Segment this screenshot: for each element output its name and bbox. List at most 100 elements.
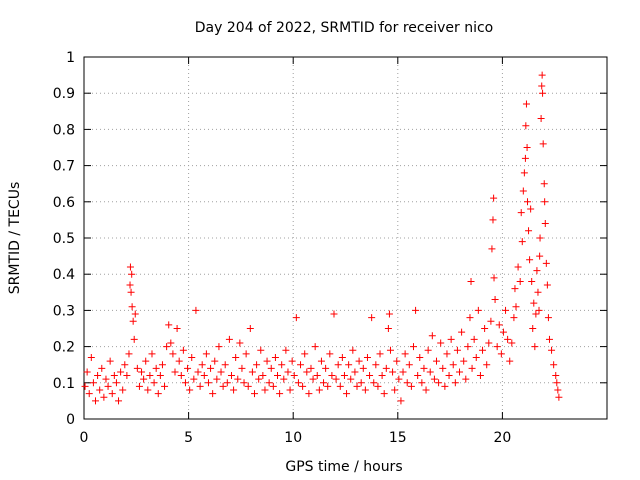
data-point [531, 343, 539, 351]
data-point [511, 285, 519, 293]
data-point [255, 375, 263, 383]
data-point [202, 350, 210, 358]
data-point [269, 382, 277, 390]
data-point [418, 379, 426, 387]
data-point [483, 361, 491, 369]
data-point [135, 382, 143, 390]
data-point [126, 281, 134, 289]
x-axis-ticks: 0 5 10 15 20 [80, 57, 511, 446]
x-tick-label: 5 [184, 430, 193, 446]
data-point [96, 386, 104, 394]
data-point [200, 372, 208, 380]
data-point [453, 346, 461, 354]
x-tick-label: 10 [284, 430, 302, 446]
data-point [169, 350, 177, 358]
data-point [190, 375, 198, 383]
data-point [462, 375, 470, 383]
data-point [167, 339, 175, 347]
data-point [502, 306, 510, 314]
data-point [123, 372, 131, 380]
data-point [516, 277, 524, 285]
data-point [301, 350, 309, 358]
data-point [490, 194, 498, 202]
data-point [288, 357, 296, 365]
data-point [543, 281, 551, 289]
data-point [100, 393, 108, 401]
data-point [474, 306, 482, 314]
data-point [548, 346, 556, 354]
data-point [347, 375, 355, 383]
data-point [161, 382, 169, 390]
data-point [250, 390, 258, 398]
data-point [158, 361, 166, 369]
data-point [217, 368, 225, 376]
data-point [117, 368, 125, 376]
data-point [481, 325, 489, 332]
data-point [297, 361, 305, 369]
data-point [309, 375, 317, 383]
data-point [532, 310, 540, 318]
data-point [87, 353, 95, 361]
data-point [198, 361, 206, 369]
data-point [92, 397, 100, 405]
data-point [539, 89, 547, 97]
data-point [366, 372, 374, 380]
data-point [127, 288, 135, 296]
data-point [522, 122, 530, 130]
data-point [456, 368, 464, 376]
data-point [215, 343, 223, 351]
data-point [384, 325, 392, 332]
data-point [85, 390, 93, 398]
data-point [257, 346, 265, 354]
data-point [472, 353, 480, 361]
data-point [514, 263, 522, 271]
data-point [209, 390, 217, 398]
data-point [439, 364, 447, 372]
data-point [449, 361, 457, 369]
data-point [445, 372, 453, 380]
data-point [363, 353, 371, 361]
data-point [386, 346, 394, 354]
data-point [468, 364, 476, 372]
data-point [276, 390, 284, 398]
data-point [553, 379, 561, 387]
data-point [115, 397, 123, 405]
data-point [112, 379, 120, 387]
data-point [382, 364, 390, 372]
data-point [332, 375, 340, 383]
data-point [148, 350, 156, 358]
data-point [370, 379, 378, 387]
data-point [311, 343, 319, 351]
data-point [140, 375, 148, 383]
data-point [336, 382, 344, 390]
data-point [391, 386, 399, 394]
data-point [368, 314, 376, 322]
data-point [188, 353, 196, 361]
data-point [219, 382, 227, 390]
data-point [246, 325, 254, 332]
data-point [489, 216, 497, 224]
data-point [338, 353, 346, 361]
data-point [407, 382, 415, 390]
data-point [385, 310, 393, 318]
data-point [395, 375, 403, 383]
data-point [322, 364, 330, 372]
data-point [488, 245, 496, 253]
data-point [537, 115, 545, 123]
data-point [328, 372, 336, 380]
data-point [173, 325, 181, 332]
y-tick-label: 0.4 [53, 267, 75, 283]
data-point [128, 270, 136, 278]
data-point [428, 332, 436, 340]
data-point [307, 364, 315, 372]
data-point [232, 353, 240, 361]
data-point [510, 314, 518, 322]
data-point [315, 386, 323, 394]
data-point [119, 386, 127, 394]
data-point [409, 343, 417, 351]
data-point [144, 386, 152, 394]
data-point [451, 379, 459, 387]
data-point [533, 267, 541, 275]
data-point [227, 372, 235, 380]
